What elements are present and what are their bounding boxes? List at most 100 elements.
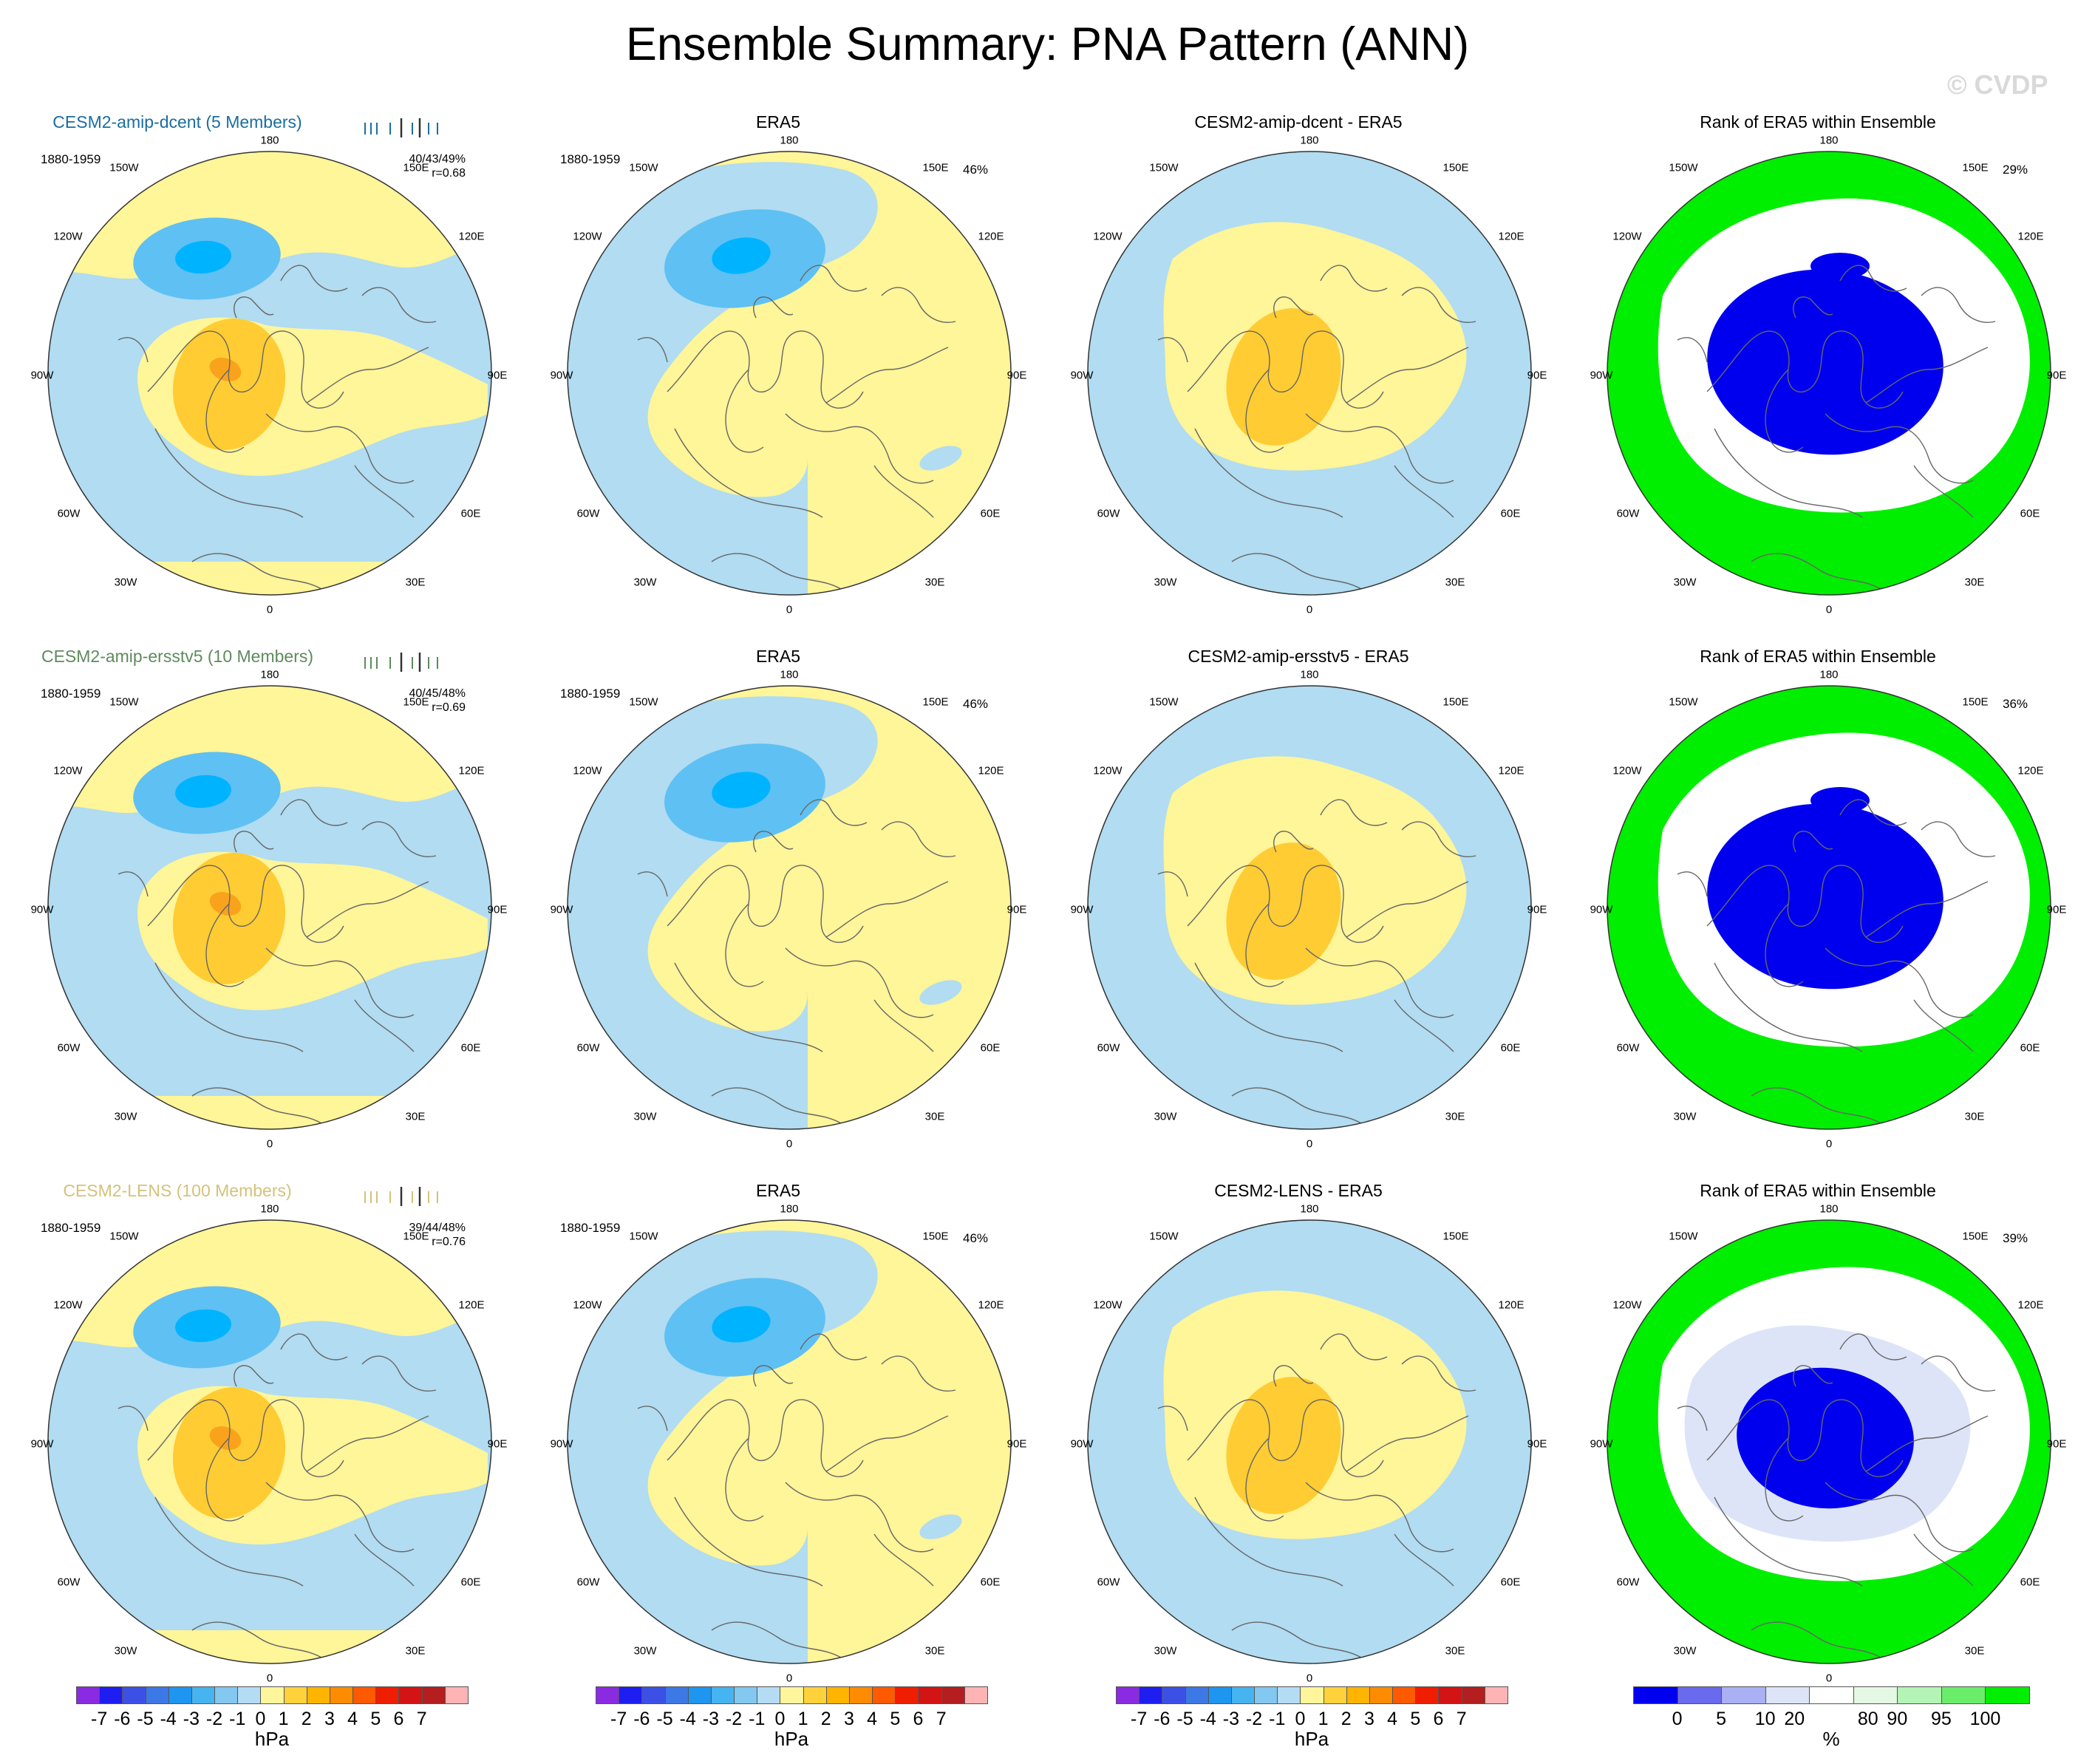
coastline (1839, 1333, 1907, 1361)
longitude-label: 180 (780, 668, 799, 681)
colorbar-tick-label: -6 (114, 1709, 131, 1729)
period-label: 1880-1959 (41, 152, 101, 166)
colorbar-unit: hPa (254, 1728, 290, 1750)
pattern-stats: 40/43/49% r=0.68 (355, 152, 466, 180)
polar-map (567, 151, 1012, 596)
longitude-label: 0 (266, 1137, 273, 1151)
longitude-label: 30W (1154, 1110, 1177, 1123)
longitude-label: 60E (460, 1576, 481, 1589)
coastline (881, 1355, 956, 1392)
period-label: 1880-1959 (41, 687, 101, 701)
figure-title: Ensemble Summary: PNA Pattern (ANN) (625, 18, 1470, 70)
colorbar-swatch (237, 1686, 262, 1704)
coastline (280, 265, 348, 292)
colorbar-swatch (596, 1686, 620, 1704)
colorbar-swatch (1300, 1686, 1324, 1704)
colorbar-tick-label: -1 (229, 1709, 246, 1729)
colorbar-tick-label: 0 (1672, 1709, 1683, 1729)
negative-anomaly-3hpa (712, 772, 771, 808)
colorbar-swatch (848, 1686, 873, 1704)
coastline (1714, 1496, 1863, 1587)
colorbar-swatch (191, 1686, 216, 1704)
period-label: 1880-1959 (560, 1221, 621, 1235)
colorbar-swatch (1415, 1686, 1440, 1704)
colorbar-tick-label: 1 (797, 1709, 808, 1729)
coastline (1346, 1415, 1469, 1472)
coastline (800, 265, 868, 292)
colorbar-tick-label: 4 (1387, 1709, 1398, 1729)
coastline (1825, 413, 1974, 484)
colorbar-swatch (76, 1686, 101, 1704)
colorbar-tick-label: -4 (679, 1709, 696, 1729)
coastline (117, 337, 149, 363)
coastline (1865, 881, 1989, 938)
longitude-label: 120W (1612, 764, 1642, 777)
colorbar-swatch (1677, 1686, 1723, 1704)
colorbar-swatch (421, 1686, 446, 1704)
coastline (1245, 369, 1284, 453)
longitude-label: 60E (980, 507, 1001, 520)
panel-title: ERA5 (755, 112, 801, 132)
polar-map (1087, 1219, 1532, 1664)
longitude-label: 120E (458, 764, 485, 777)
longitude-label: 90W (1590, 369, 1613, 382)
colorbar-swatch (1116, 1686, 1140, 1704)
longitude-label: 180 (1819, 134, 1839, 147)
coastline (1394, 1533, 1454, 1587)
map-border (1607, 151, 2051, 596)
colorbar-swatch (99, 1686, 123, 1704)
colorbar-swatch (872, 1686, 896, 1704)
period-label: 1880-1959 (41, 1221, 101, 1235)
colorbar-swatch (619, 1686, 643, 1704)
coastline (1765, 1437, 1804, 1522)
colorbar-swatch (444, 1686, 469, 1704)
map-field (1088, 686, 1531, 1129)
longitude-label: 150W (629, 161, 658, 174)
percent-rank-coverage: 39% (2003, 1231, 2028, 1245)
colorbar-swatch (352, 1686, 377, 1704)
longitude-label: 90E (1527, 369, 1547, 382)
longitude-label: 150E (403, 161, 429, 174)
colorbar-swatch (398, 1686, 423, 1704)
coastline (1913, 999, 1974, 1052)
longitude-label: 90W (1070, 903, 1094, 916)
colorbar-swatch (895, 1686, 919, 1704)
coastline (147, 865, 344, 943)
colorbar-tick-label: -2 (205, 1709, 223, 1729)
coastline (1273, 831, 1314, 853)
longitude-label: 60W (1616, 1576, 1640, 1589)
coastline (205, 369, 245, 453)
colorbar-tick-label: 1 (1318, 1709, 1329, 1729)
longitude-label: 180 (780, 134, 799, 147)
coastline (1714, 428, 1863, 518)
longitude-label: 0 (1306, 1137, 1313, 1151)
longitude-label: 150W (629, 695, 658, 709)
colorbar-swatch (283, 1686, 307, 1704)
colorbar-swatch (1139, 1686, 1163, 1704)
coastline (1825, 1482, 1974, 1553)
negative-anomaly-small (919, 446, 962, 471)
colorbar-swatch (145, 1686, 169, 1704)
colorbar-swatch (1461, 1686, 1485, 1704)
colorbar-swatch (1185, 1686, 1209, 1704)
longitude-label: 150E (1442, 1230, 1469, 1243)
longitude-label: 0 (786, 1672, 793, 1685)
coastline (711, 553, 845, 592)
colorbar-swatch (918, 1686, 942, 1704)
coastline (1273, 296, 1314, 319)
longitude-label: 90E (1527, 1437, 1547, 1451)
coastline (265, 413, 415, 484)
panel-diff-row1: CESM2-amip-dcent - ERA5 180 150E 120E 90E 60E… (1040, 67, 1557, 616)
coastline (825, 881, 949, 938)
coastline (117, 1406, 149, 1431)
coastline (191, 553, 326, 592)
coastline (800, 1333, 868, 1361)
colorbar-swatch (1721, 1686, 1766, 1704)
pattern-correlation: r=0.76 (432, 1236, 466, 1248)
coastline (1187, 330, 1384, 409)
coastline (306, 1415, 429, 1472)
colorbar-tick-label: 7 (416, 1709, 427, 1729)
longitude-label: 60W (57, 1041, 81, 1055)
coastline (725, 369, 764, 453)
longitude-label: 90W (550, 369, 573, 382)
